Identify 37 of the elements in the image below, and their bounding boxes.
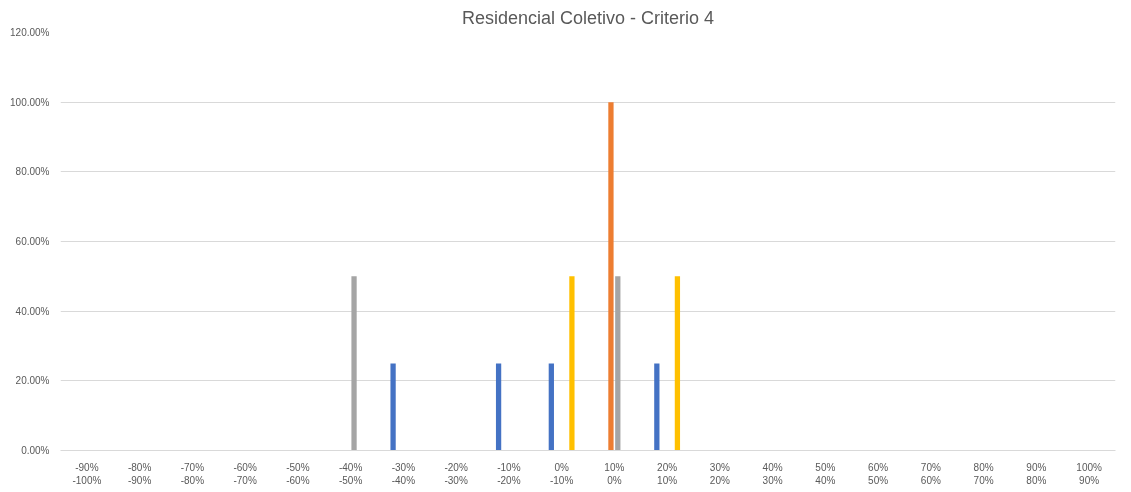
bar — [548, 363, 554, 451]
x-tick-label: -90% -100% — [72, 461, 102, 486]
x-tick-label: 20% 10% — [657, 461, 678, 486]
x-tick-label: -80% -90% — [127, 461, 152, 486]
x-tick-label: 100% 90% — [1076, 461, 1103, 486]
bar — [351, 276, 357, 451]
y-tick-label: 80.00% — [15, 166, 50, 178]
x-tick-label: 80% 70% — [973, 461, 994, 486]
x-tick-label: -30% -40% — [391, 461, 416, 486]
x-tick-label: 0% -10% — [549, 461, 574, 486]
x-tick-label: -50% -60% — [286, 461, 310, 486]
y-tick-label: 40.00% — [15, 305, 50, 317]
y-tick-label: 0.00% — [21, 445, 50, 456]
bar — [615, 276, 621, 451]
x-tick-label: 70% 60% — [920, 461, 941, 486]
chart-title: Residencial Coletivo - Criterio 4 — [461, 7, 715, 28]
x-tick-label: 90% 80% — [1026, 461, 1047, 486]
x-tick-label: 10% 0% — [604, 461, 625, 486]
y-tick-label: 20.00% — [15, 375, 50, 387]
bar — [674, 276, 681, 451]
x-tick-label: -70% -80% — [180, 461, 205, 486]
y-tick-label: 120.00% — [10, 27, 50, 38]
x-tick-label: 40% 30% — [762, 461, 783, 486]
bar — [608, 102, 614, 451]
y-tick-label: 60.00% — [15, 236, 50, 247]
x-tick-label: -60% -70% — [233, 461, 257, 486]
x-tick-label: 50% 40% — [815, 461, 836, 486]
bar — [495, 363, 502, 451]
x-tick-label: -10% -20% — [497, 461, 521, 486]
x-tick-label: -40% -50% — [338, 461, 363, 486]
bar — [390, 363, 396, 451]
bar — [569, 276, 575, 451]
x-tick-label: -20% -30% — [444, 461, 468, 486]
x-tick-label: 60% 50% — [868, 461, 889, 486]
x-tick-label: 30% 20% — [709, 461, 730, 486]
bar — [654, 363, 660, 451]
y-tick-label: 100.00% — [10, 96, 50, 108]
